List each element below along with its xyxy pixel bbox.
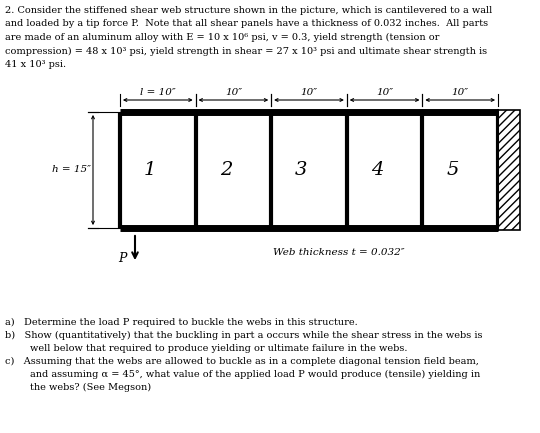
Text: l = 10″: l = 10″ bbox=[140, 88, 176, 97]
Text: 10″: 10″ bbox=[376, 88, 393, 97]
Text: Web thickness t = 0.032″: Web thickness t = 0.032″ bbox=[273, 248, 405, 257]
Text: h = 15″: h = 15″ bbox=[52, 165, 91, 174]
Bar bbox=[498, 110, 520, 230]
Text: 4: 4 bbox=[371, 161, 383, 179]
Text: the webs? (See Megson): the webs? (See Megson) bbox=[5, 383, 151, 392]
Text: 10″: 10″ bbox=[225, 88, 242, 97]
Text: 3: 3 bbox=[295, 161, 308, 179]
Text: are made of an aluminum alloy with E = 10 x 10⁶ psi, v = 0.3, yield strength (te: are made of an aluminum alloy with E = 1… bbox=[5, 33, 440, 42]
Text: well below that required to produce yielding or ultimate failure in the webs.: well below that required to produce yiel… bbox=[5, 344, 408, 353]
Text: and loaded by a tip force P.  Note that all shear panels have a thickness of 0.0: and loaded by a tip force P. Note that a… bbox=[5, 19, 488, 29]
Text: 1: 1 bbox=[144, 161, 157, 179]
Text: b)   Show (quantitatively) that the buckling in part a occurs while the shear st: b) Show (quantitatively) that the buckli… bbox=[5, 331, 483, 340]
Text: c)   Assuming that the webs are allowed to buckle as in a complete diagonal tens: c) Assuming that the webs are allowed to… bbox=[5, 357, 479, 366]
Text: 5: 5 bbox=[447, 161, 459, 179]
Text: and assuming α = 45°, what value of the applied load P would produce (tensile) y: and assuming α = 45°, what value of the … bbox=[5, 370, 480, 379]
Text: 2. Consider the stiffened shear web structure shown in the picture, which is can: 2. Consider the stiffened shear web stru… bbox=[5, 6, 492, 15]
Text: compression) = 48 x 10³ psi, yield strength in shear = 27 x 10³ psi and ultimate: compression) = 48 x 10³ psi, yield stren… bbox=[5, 46, 487, 55]
Text: a)   Determine the load P required to buckle the webs in this structure.: a) Determine the load P required to buck… bbox=[5, 318, 357, 327]
Text: 10″: 10″ bbox=[451, 88, 469, 97]
Text: 2: 2 bbox=[220, 161, 232, 179]
Text: P: P bbox=[119, 252, 127, 265]
Text: 41 x 10³ psi.: 41 x 10³ psi. bbox=[5, 60, 66, 69]
Text: 10″: 10″ bbox=[300, 88, 318, 97]
